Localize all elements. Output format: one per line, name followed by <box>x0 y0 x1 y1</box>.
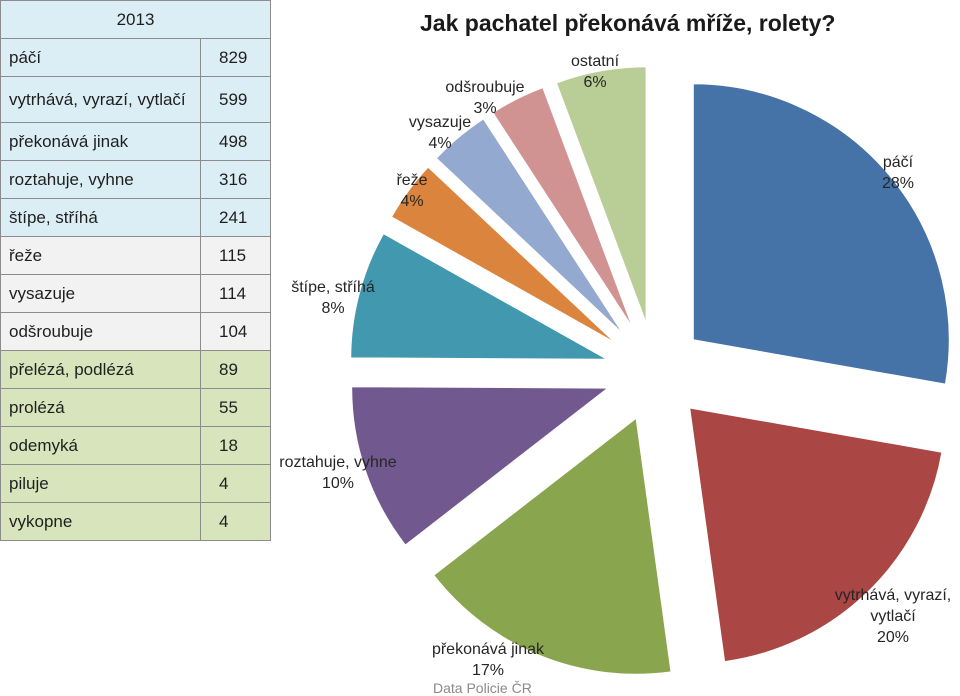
pie-slice <box>390 166 616 343</box>
table-row-label: vykopne <box>0 502 201 541</box>
table-row-value: 829 <box>199 38 272 77</box>
table-row-label: vytrhává, vyrazí, vytlačí <box>0 76 201 123</box>
table-row-value: 316 <box>199 160 272 199</box>
table-row-label: řeže <box>0 236 201 275</box>
slice-label: páčí 28% <box>882 154 914 192</box>
slice-label: řeže 4% <box>396 172 427 210</box>
table-row: řeže 115 <box>0 236 272 275</box>
table-row-value: 4 <box>199 502 272 541</box>
slice-label: ostatní 6% <box>571 53 620 91</box>
chart-title: Jak pachatel překonává mříže, rolety? <box>420 10 836 36</box>
data-table: 2013 páčí 829 vytrhává, vyrazí, vytlačí 599… <box>0 0 272 541</box>
table-row: roztahuje, vyhne 316 <box>0 160 272 199</box>
slice-label: odšroubuje 3% <box>445 79 524 117</box>
table-row-label: páčí <box>0 38 201 77</box>
pie-slice <box>350 233 609 360</box>
table-row: vysazuje 114 <box>0 274 272 313</box>
table-row-value: 599 <box>199 76 272 123</box>
table-row: piluje 4 <box>0 464 272 503</box>
table-row: páčí 829 <box>0 38 272 77</box>
source-note: Data Policie ČR <box>433 680 532 696</box>
pie-slice <box>555 66 647 323</box>
table-row-label: prolézá <box>0 388 201 427</box>
table-row: vytrhává, vyrazí, vytlačí 599 <box>0 76 272 123</box>
table-row: odemyká 18 <box>0 426 272 465</box>
table-row-label: vysazuje <box>0 274 201 313</box>
slice-label: vysazuje 4% <box>409 114 471 152</box>
table-row: přelézá, podlézá 89 <box>0 350 272 389</box>
slice-label: roztahuje, vyhne 10% <box>279 454 397 492</box>
table-row-value: 498 <box>199 122 272 161</box>
table-row: prolézá 55 <box>0 388 272 427</box>
table-row-label: štípe, stříhá <box>0 198 201 237</box>
table-header-row: 2013 <box>0 0 272 39</box>
slice-label: štípe, stříhá 8% <box>291 279 375 317</box>
pie-slice <box>689 407 943 663</box>
table-row-label: roztahuje, vyhne <box>0 160 201 199</box>
table-row: vykopne 4 <box>0 502 272 541</box>
table-row-value: 18 <box>199 426 272 465</box>
table-row-value: 115 <box>199 236 272 275</box>
table-row-value: 104 <box>199 312 272 351</box>
table-row-label: překonává jinak <box>0 122 201 161</box>
table-row-value: 4 <box>199 464 272 503</box>
table-row-label: odemyká <box>0 426 201 465</box>
pie-slice <box>492 86 633 328</box>
slice-label: překonává jinak 17% <box>432 641 545 679</box>
table-year-header: 2013 <box>0 0 272 39</box>
table-row: odšroubuje 104 <box>0 312 272 351</box>
slice-label: vytrhává, vyrazí, vytlačí 20% <box>835 587 951 646</box>
table-row-value: 241 <box>199 198 272 237</box>
table-row-label: přelézá, podlézá <box>0 350 201 389</box>
pie-slice <box>433 417 672 675</box>
pie-slice <box>435 118 624 334</box>
table-row-value: 55 <box>199 388 272 427</box>
pie-slice <box>692 83 950 385</box>
table-row-label: odšroubuje <box>0 312 201 351</box>
table-row-label: piluje <box>0 464 201 503</box>
pie-slice <box>351 386 610 546</box>
table-row-value: 114 <box>199 274 272 313</box>
table-row: štípe, stříhá 241 <box>0 198 272 237</box>
table-row-value: 89 <box>199 350 272 389</box>
table-row: překonává jinak 498 <box>0 122 272 161</box>
